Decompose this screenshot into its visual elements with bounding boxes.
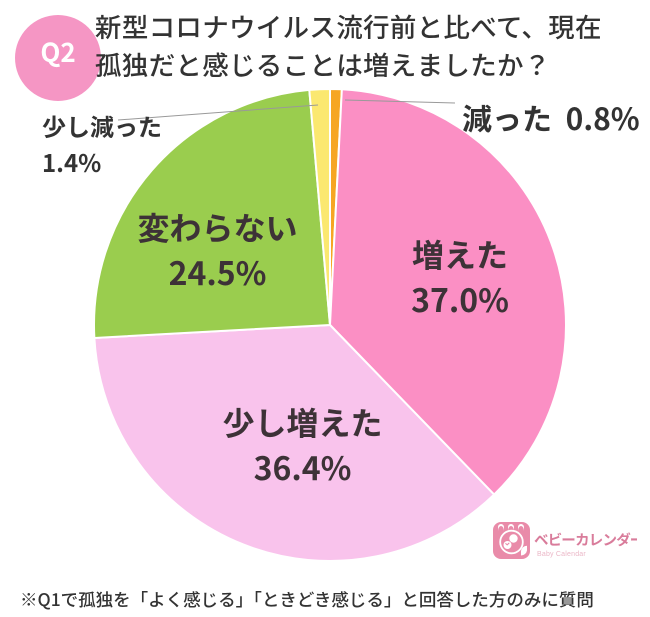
svg-text:Baby Calendar: Baby Calendar — [537, 551, 586, 558]
svg-text:ベビーカレンダー: ベビーカレンダー — [534, 529, 637, 550]
